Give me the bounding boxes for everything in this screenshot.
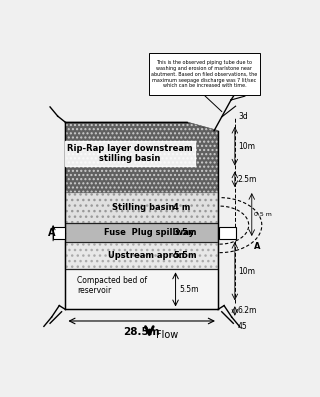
Text: 3d: 3d	[238, 112, 248, 121]
Text: 10m: 10m	[238, 267, 255, 276]
Text: This is the observed piping tube due to
washing and erosion of marlstone near
ab: This is the observed piping tube due to …	[151, 60, 258, 88]
Text: Fuse  Plug spillway: Fuse Plug spillway	[104, 228, 194, 237]
Text: Upstream apron: Upstream apron	[108, 251, 184, 260]
Text: 6.2m: 6.2m	[238, 306, 257, 316]
Text: 4 m: 4 m	[173, 203, 191, 212]
Bar	[66, 223, 218, 243]
Polygon shape	[66, 193, 218, 223]
Text: 45: 45	[238, 322, 248, 331]
Text: 5.5m: 5.5m	[180, 285, 199, 294]
Bar	[53, 227, 66, 239]
Text: 28.5m: 28.5m	[123, 327, 160, 337]
Text: Rip-Rap layer downstream
stilling basin: Rip-Rap layer downstream stilling basin	[67, 144, 193, 163]
Text: 10m: 10m	[238, 142, 255, 151]
Text: 5.5m: 5.5m	[173, 251, 197, 260]
Text: 2.5m: 2.5m	[238, 175, 257, 184]
Text: 0.5 m: 0.5 m	[254, 212, 272, 217]
Text: Compacted bed of
reservoir: Compacted bed of reservoir	[77, 276, 147, 295]
Text: A: A	[48, 228, 55, 238]
Text: A: A	[254, 242, 260, 251]
Bar	[66, 270, 218, 309]
Text: Flow: Flow	[156, 330, 178, 340]
Polygon shape	[66, 243, 218, 270]
Text: Stilling basin: Stilling basin	[112, 203, 174, 212]
Bar	[220, 227, 236, 239]
Text: 3.5m: 3.5m	[173, 228, 197, 237]
Polygon shape	[66, 122, 218, 193]
Bar	[148, 53, 260, 95]
